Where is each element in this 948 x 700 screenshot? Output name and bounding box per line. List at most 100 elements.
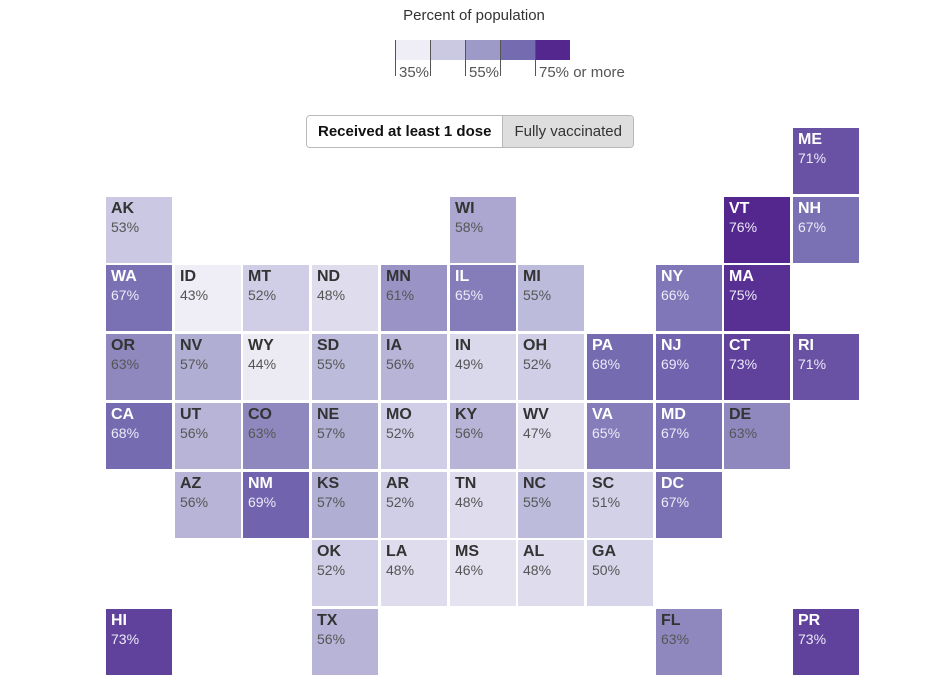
state-tile-wv[interactable]: WV 47% <box>518 403 584 469</box>
state-value: 67% <box>661 494 690 510</box>
state-tile-sd[interactable]: SD 55% <box>312 334 378 400</box>
state-tile-ks[interactable]: KS 57% <box>312 472 378 538</box>
state-tile-ct[interactable]: CT 73% <box>724 334 790 400</box>
state-abbr: TN <box>455 475 477 492</box>
state-value: 71% <box>798 356 827 372</box>
state-tile-nm[interactable]: NM 69% <box>243 472 309 538</box>
state-abbr: IL <box>455 268 470 285</box>
state-tile-ma[interactable]: MA 75% <box>724 265 790 331</box>
state-tile-il[interactable]: IL 65% <box>450 265 516 331</box>
state-tile-va[interactable]: VA 65% <box>587 403 653 469</box>
state-tile-nd[interactable]: ND 48% <box>312 265 378 331</box>
state-tile-mo[interactable]: MO 52% <box>381 403 447 469</box>
state-tile-al[interactable]: AL 48% <box>518 540 584 606</box>
state-tile-ia[interactable]: IA 56% <box>381 334 447 400</box>
state-tile-nj[interactable]: NJ 69% <box>656 334 722 400</box>
state-abbr: IN <box>455 337 471 354</box>
state-tile-ok[interactable]: OK 52% <box>312 540 378 606</box>
state-tile-md[interactable]: MD 67% <box>656 403 722 469</box>
legend-label: 35% <box>399 64 430 81</box>
state-value: 69% <box>248 494 277 510</box>
state-abbr: NV <box>180 337 203 354</box>
toggle-fully-vaccinated[interactable]: Fully vaccinated <box>502 116 633 147</box>
state-tile-id[interactable]: ID 43% <box>175 265 241 331</box>
state-tile-ca[interactable]: CA 68% <box>106 403 172 469</box>
state-value: 44% <box>248 356 277 372</box>
state-abbr: VT <box>729 200 750 217</box>
state-tile-nv[interactable]: NV 57% <box>175 334 241 400</box>
state-tile-or[interactable]: OR 63% <box>106 334 172 400</box>
state-tile-de[interactable]: DE 63% <box>724 403 790 469</box>
legend-swatch <box>535 40 570 60</box>
state-value: 46% <box>455 562 484 578</box>
state-tile-mt[interactable]: MT 52% <box>243 265 309 331</box>
state-value: 68% <box>592 356 621 372</box>
state-tile-ri[interactable]: RI 71% <box>793 334 859 400</box>
state-value: 48% <box>317 287 346 303</box>
state-tile-wi[interactable]: WI 58% <box>450 197 516 263</box>
state-abbr: MA <box>729 268 754 285</box>
legend-tick <box>535 40 536 76</box>
state-tile-me[interactable]: ME 71% <box>793 128 859 194</box>
toggle-at-least-one-dose[interactable]: Received at least 1 dose <box>307 116 503 147</box>
state-tile-pr[interactable]: PR 73% <box>793 609 859 675</box>
legend-tick <box>465 40 466 76</box>
state-tile-ak[interactable]: AK 53% <box>106 197 172 263</box>
state-abbr: NY <box>661 268 684 285</box>
state-tile-ut[interactable]: UT 56% <box>175 403 241 469</box>
state-value: 67% <box>661 425 690 441</box>
state-tile-tn[interactable]: TN 48% <box>450 472 516 538</box>
state-abbr: DC <box>661 475 685 492</box>
state-value: 67% <box>111 287 140 303</box>
state-tile-hi[interactable]: HI 73% <box>106 609 172 675</box>
state-value: 68% <box>111 425 140 441</box>
state-tile-nh[interactable]: NH 67% <box>793 197 859 263</box>
state-value: 67% <box>798 219 827 235</box>
state-tile-ar[interactable]: AR 52% <box>381 472 447 538</box>
state-abbr: ND <box>317 268 341 285</box>
state-tile-wy[interactable]: WY 44% <box>243 334 309 400</box>
state-abbr: PA <box>592 337 614 354</box>
state-value: 52% <box>386 425 415 441</box>
state-abbr: SD <box>317 337 340 354</box>
state-tile-oh[interactable]: OH 52% <box>518 334 584 400</box>
legend-title: Percent of population <box>403 7 545 24</box>
state-abbr: UT <box>180 406 202 423</box>
state-tile-ny[interactable]: NY 66% <box>656 265 722 331</box>
state-tile-la[interactable]: LA 48% <box>381 540 447 606</box>
state-value: 49% <box>455 356 484 372</box>
state-tile-sc[interactable]: SC 51% <box>587 472 653 538</box>
state-abbr: GA <box>592 543 616 560</box>
legend-swatch <box>500 40 535 60</box>
state-abbr: DE <box>729 406 752 423</box>
state-tile-ms[interactable]: MS 46% <box>450 540 516 606</box>
state-value: 58% <box>455 219 484 235</box>
state-tile-ga[interactable]: GA 50% <box>587 540 653 606</box>
state-abbr: ID <box>180 268 196 285</box>
state-tile-mn[interactable]: MN 61% <box>381 265 447 331</box>
state-tile-vt[interactable]: VT 76% <box>724 197 790 263</box>
state-tile-pa[interactable]: PA 68% <box>587 334 653 400</box>
state-tile-fl[interactable]: FL 63% <box>656 609 722 675</box>
state-abbr: SC <box>592 475 615 492</box>
state-abbr: PR <box>798 612 821 629</box>
state-abbr: WA <box>111 268 137 285</box>
state-value: 56% <box>317 631 346 647</box>
state-value: 57% <box>317 425 346 441</box>
state-value: 50% <box>592 562 621 578</box>
dose-toggle: Received at least 1 dose Fully vaccinate… <box>306 115 634 148</box>
state-tile-tx[interactable]: TX 56% <box>312 609 378 675</box>
state-abbr: WI <box>455 200 475 217</box>
state-tile-nc[interactable]: NC 55% <box>518 472 584 538</box>
state-tile-ne[interactable]: NE 57% <box>312 403 378 469</box>
legend-swatch <box>395 40 430 60</box>
state-tile-ky[interactable]: KY 56% <box>450 403 516 469</box>
state-tile-az[interactable]: AZ 56% <box>175 472 241 538</box>
state-tile-wa[interactable]: WA 67% <box>106 265 172 331</box>
state-tile-mi[interactable]: MI 55% <box>518 265 584 331</box>
state-tile-co[interactable]: CO 63% <box>243 403 309 469</box>
state-tile-dc[interactable]: DC 67% <box>656 472 722 538</box>
state-value: 66% <box>661 287 690 303</box>
state-tile-in[interactable]: IN 49% <box>450 334 516 400</box>
state-abbr: KY <box>455 406 478 423</box>
